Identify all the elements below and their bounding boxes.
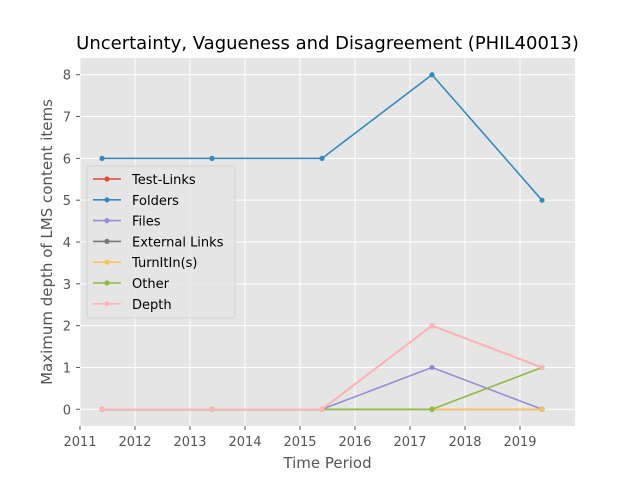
x-tick-label: 2015 — [283, 435, 316, 450]
y-tick-label: 8 — [63, 69, 71, 84]
x-tick-label: 2011 — [63, 435, 96, 450]
x-tick-label: 2013 — [173, 435, 206, 450]
legend-item: External Links — [93, 235, 224, 250]
legend-label: Other — [132, 277, 170, 292]
data-point-files — [429, 364, 435, 371]
series-depth — [99, 323, 545, 412]
series-folders — [99, 72, 545, 203]
data-point-depth — [539, 364, 545, 371]
x-tick-label: 2018 — [448, 435, 481, 450]
series-lines — [99, 72, 545, 412]
x-tick-label: 2016 — [338, 435, 371, 450]
data-point-folders — [99, 155, 105, 161]
data-point-depth — [429, 323, 435, 329]
y-ticks: 0 1 2 3 4 5 6 7 8 — [63, 69, 80, 418]
legend-item: Test-Links — [93, 173, 196, 188]
data-point-depth — [319, 406, 325, 412]
data-point-folders — [539, 197, 545, 203]
data-point-depth — [99, 406, 105, 412]
y-tick-label: 4 — [63, 236, 71, 251]
x-tick-label: 2017 — [393, 435, 426, 450]
data-point-folders — [209, 155, 215, 161]
legend-label: TurnItIn(s) — [131, 256, 197, 271]
legend-label: Files — [132, 215, 161, 230]
y-axis-label: Maximum depth of LMS content items — [38, 99, 56, 385]
legend-item: Depth — [93, 298, 172, 313]
y-tick-label: 0 — [63, 403, 71, 418]
legend-item: TurnItIn(s) — [93, 256, 197, 271]
legend-item: Files — [93, 215, 161, 230]
legend-item: Other — [93, 277, 170, 292]
y-tick-label: 2 — [63, 320, 71, 335]
y-tick-label: 5 — [63, 194, 71, 209]
x-axis-label: Time Period — [282, 454, 371, 472]
legend-label: Folders — [132, 194, 179, 209]
x-tick-label: 2019 — [503, 435, 536, 450]
legend-swatch-marker — [104, 259, 110, 265]
x-ticks: 2011 2012 2013 2014 2015 2016 2017 2018 2019 — [63, 426, 537, 450]
legend-label: Depth — [132, 298, 172, 313]
data-point-folders — [319, 155, 325, 161]
data-point-folders — [429, 72, 435, 78]
y-tick-label: 1 — [63, 361, 71, 376]
legend-box — [86, 165, 236, 319]
legend-swatch-marker — [104, 197, 110, 203]
legend-swatch-marker — [104, 238, 110, 244]
legend-swatch-marker — [104, 280, 110, 286]
data-point-turnitin-s — [539, 406, 545, 412]
legend-item: Folders — [93, 194, 179, 209]
y-tick-label: 3 — [63, 278, 71, 293]
y-tick-label: 6 — [63, 152, 71, 167]
y-tick-label: 7 — [63, 111, 71, 126]
data-point-depth — [209, 406, 215, 412]
data-point-other — [429, 406, 435, 412]
legend-swatch-marker — [104, 218, 110, 224]
legend-swatch-marker — [104, 176, 110, 182]
x-tick-label: 2012 — [118, 435, 151, 450]
legend-swatch-marker — [104, 301, 110, 307]
legend-label: Test-Links — [131, 173, 196, 188]
legend: Test-Links Folders Files External Links Turn… — [86, 165, 236, 319]
legend-label: External Links — [132, 235, 224, 250]
chart-title: Uncertainty, Vagueness and Disagreement … — [76, 33, 579, 54]
x-tick-label: 2014 — [228, 435, 261, 450]
